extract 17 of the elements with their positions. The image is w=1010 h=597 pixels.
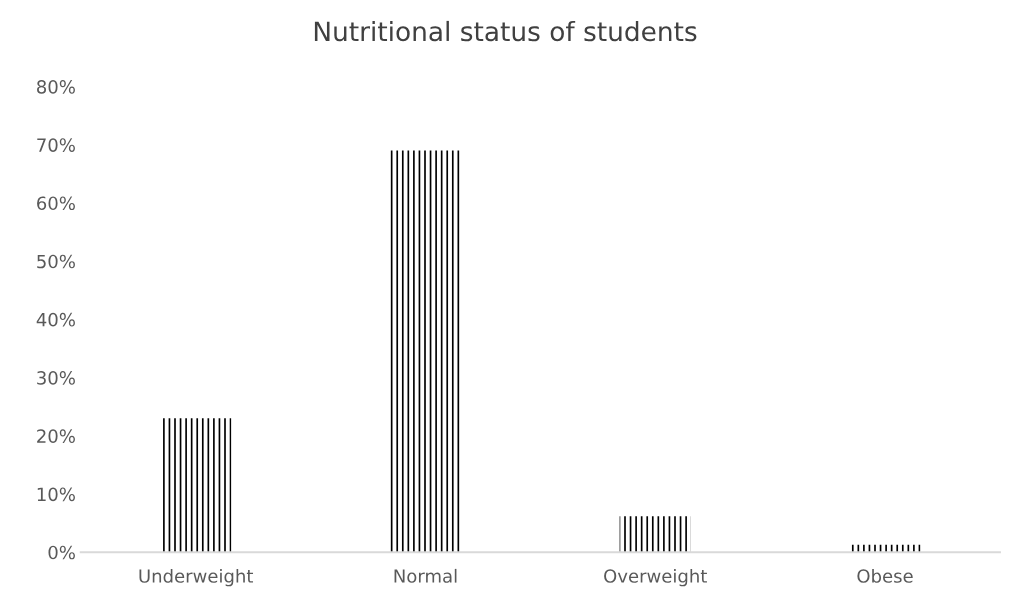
- bar: [389, 150, 462, 553]
- chart-title: Nutritional status of students: [314, 20, 697, 42]
- y-tick-label: 70%: [37, 138, 75, 152]
- bar: [160, 418, 232, 553]
- y-tick-label: 60%: [37, 196, 75, 211]
- y-tick-label: 40%: [36, 312, 75, 327]
- y-tick-label: 50%: [37, 254, 75, 269]
- x-tick-label: Normal: [394, 568, 457, 583]
- y-tick-label: 80%: [37, 80, 75, 94]
- y-tick-label: 20%: [37, 429, 75, 443]
- x-tick-label: Obese: [857, 568, 913, 583]
- y-tick-label: 0%: [48, 545, 75, 560]
- x-tick-label: Underweight: [139, 568, 254, 587]
- bar: [619, 516, 691, 553]
- x-tick-label: Overweight: [604, 568, 707, 587]
- y-tick-label: 10%: [37, 487, 75, 502]
- y-tick-label: 30%: [37, 371, 75, 385]
